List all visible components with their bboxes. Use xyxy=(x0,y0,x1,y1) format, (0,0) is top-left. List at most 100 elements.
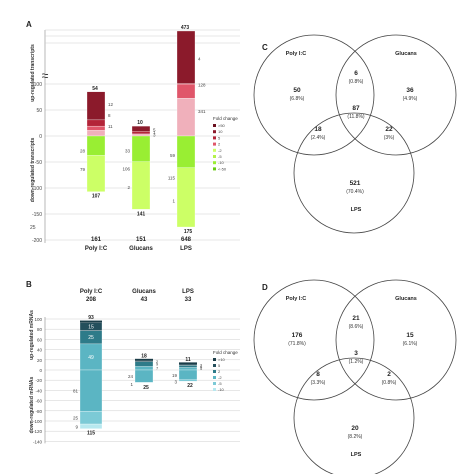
data-label: 93 xyxy=(88,315,94,321)
bar-segment-up xyxy=(178,364,198,366)
venn-count-ab: 21 xyxy=(352,315,360,322)
legend-entry: 5 xyxy=(218,363,221,368)
bar-segment-up xyxy=(80,320,102,323)
y-tick-label: 20 xyxy=(37,358,43,363)
bar-segment-up xyxy=(178,367,198,371)
y-tick-label: -100 xyxy=(33,419,43,424)
venn-pct-a: (71.8%) xyxy=(288,341,306,347)
legend-swatch xyxy=(213,364,216,367)
bar-segment-up xyxy=(86,125,106,131)
data-label: 5 xyxy=(153,128,156,133)
data-label: 25 xyxy=(88,335,94,341)
venn-count-abc: 3 xyxy=(354,350,358,357)
venn-pct-c: (70.4%) xyxy=(346,189,364,195)
legend-entry: 10 xyxy=(218,129,223,134)
data-label: 8 xyxy=(108,113,111,118)
category-total: 161 xyxy=(91,237,102,243)
bar-segment-up xyxy=(86,119,106,127)
bar-segment-up xyxy=(176,30,196,84)
data-label: 15 xyxy=(88,325,94,331)
y-tick-label: -60 xyxy=(35,399,42,404)
venn-circle xyxy=(335,279,457,401)
y-axis-title-up: up-regulated mRNAs xyxy=(29,310,35,360)
data-label: 81 xyxy=(73,389,79,394)
data-label: 3 xyxy=(174,380,177,385)
bar-segment-up xyxy=(179,362,197,365)
data-label: 49 xyxy=(88,355,94,361)
panel-label-d: D xyxy=(262,283,268,292)
y-tick-label: -150 xyxy=(32,212,42,218)
venn-count-bc: 2 xyxy=(387,371,391,378)
data-label: 22 xyxy=(187,383,193,389)
bar-segment-down xyxy=(134,382,154,383)
venn-count-bc: 22 xyxy=(385,126,393,133)
data-label: 25 xyxy=(73,416,79,421)
bar-segment-up xyxy=(134,360,154,362)
panel-label-c: C xyxy=(262,43,268,52)
data-label: 12 xyxy=(108,102,114,107)
data-label: 2 xyxy=(156,359,159,364)
venn-pct-ab: (0.8%) xyxy=(349,79,364,85)
venn-count-b: 15 xyxy=(406,332,414,339)
venn-set-label: Glucans xyxy=(395,296,417,302)
data-label: 28 xyxy=(80,149,86,154)
bar-segment-up xyxy=(176,83,196,99)
data-label: 24 xyxy=(128,374,134,379)
venn-pct-ab: (8.6%) xyxy=(349,324,364,330)
category-label: Glucans xyxy=(132,289,156,295)
legend-swatch xyxy=(213,376,216,379)
data-label: 115 xyxy=(168,176,176,181)
venn-pct-ac: (2.4%) xyxy=(311,135,326,141)
y-tick-label: -120 xyxy=(33,429,43,434)
legend-swatch xyxy=(213,388,216,391)
category-total: 43 xyxy=(141,297,148,303)
legend-swatch xyxy=(213,142,216,146)
data-label: 141 xyxy=(137,211,146,217)
bar-segment-down xyxy=(131,135,151,162)
legend-title: Fold change xyxy=(213,116,238,121)
venn-circle xyxy=(253,34,375,156)
venn-circle xyxy=(293,357,415,474)
y-tick-label: -80 xyxy=(35,409,42,414)
category-total: 33 xyxy=(185,297,192,303)
data-label: 473 xyxy=(181,25,190,31)
data-label: 341 xyxy=(198,109,206,114)
y-tick-label: -20 xyxy=(35,378,42,383)
venn-set-label: LPS xyxy=(351,207,362,213)
venn-circle xyxy=(253,279,375,401)
data-label: 18 xyxy=(141,353,147,359)
axis-break-symbol: ≈ xyxy=(41,68,48,83)
bar-segment-up xyxy=(178,365,198,368)
venn-pct-abc: (11.8%) xyxy=(347,114,364,120)
bar-segment-down xyxy=(86,155,106,192)
data-label: 106 xyxy=(122,167,130,172)
y-tick-label: 100 xyxy=(34,82,43,88)
venn-circle xyxy=(293,112,415,234)
data-label: 9 xyxy=(156,362,159,367)
bar-segment-up xyxy=(131,131,151,135)
panel-label-b: B xyxy=(26,280,32,289)
venn-set-label: Glucans xyxy=(395,51,417,57)
legend-swatch xyxy=(213,167,216,171)
y-tick-label: 50 xyxy=(36,108,42,114)
bar-segment-up xyxy=(176,98,196,137)
bar-segment-down xyxy=(86,135,106,156)
legend-swatch xyxy=(213,130,216,134)
data-label: 4 xyxy=(200,364,203,369)
legend-entry: -5 xyxy=(218,154,222,159)
bar-segment-up xyxy=(86,130,106,137)
category-label: LPS xyxy=(182,289,194,295)
data-label: 59 xyxy=(170,153,176,158)
data-label: 25 xyxy=(143,385,149,391)
panel-label-a: A xyxy=(26,20,32,29)
legend-swatch xyxy=(213,382,216,385)
legend-entry: <-50 xyxy=(218,166,227,171)
data-label: 1 xyxy=(172,198,175,203)
bar-segment-up xyxy=(131,125,151,132)
data-label: 128 xyxy=(198,83,206,88)
y-tick-label: 0 xyxy=(39,368,42,373)
legend-swatch xyxy=(213,148,216,152)
legend-entry: >50 xyxy=(218,123,226,128)
data-label: 107 xyxy=(92,194,101,200)
